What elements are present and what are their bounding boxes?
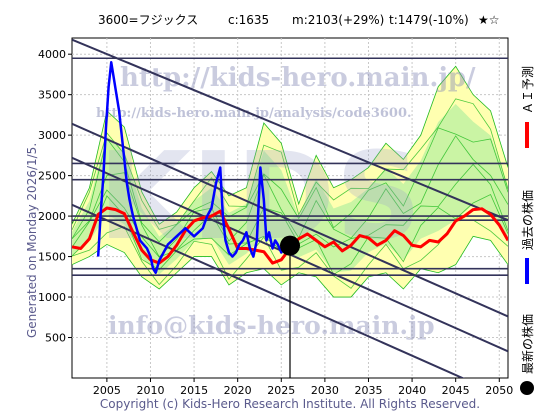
x-tick-label-0: 2005 xyxy=(93,384,121,397)
x-tick-label-7: 2040 xyxy=(398,384,426,397)
plot-area: KIDS http://kids-hero.main.jp/ http://ki… xyxy=(71,37,509,379)
header-rating: ★☆ xyxy=(478,13,500,27)
header-code-name: 3600=フジックス xyxy=(98,13,198,27)
header-current: c:1635 xyxy=(228,13,269,27)
watermark-analysis-url: http://kids-hero.main.jp/analysis/code36… xyxy=(96,106,412,121)
x-tick-label-1: 2010 xyxy=(136,384,164,397)
header-target: t:1479(-10%) xyxy=(389,13,469,27)
series-past-price xyxy=(96,61,291,275)
latest-price-dot xyxy=(280,235,300,256)
band-scenario-4 xyxy=(72,135,508,258)
axes: 2005 2010 2015 2020 2025 2030 2035 2040 2045 2050… xyxy=(38,48,513,397)
y-tick-label-2: 1500 xyxy=(38,251,66,264)
band-scenario-5 xyxy=(72,127,508,243)
header-mean: m:2103(+29%) xyxy=(292,13,384,27)
y-tick-label-7: 4000 xyxy=(38,48,66,61)
y-tick-label-1: 1000 xyxy=(38,291,66,304)
x-tick-label-3: 2020 xyxy=(224,384,252,397)
watermark-url: http://kids-hero.main.jp/ xyxy=(120,63,476,93)
x-tick-label-6: 2035 xyxy=(354,384,382,397)
x-tick-label-4: 2025 xyxy=(267,384,295,397)
y-tick-label-5: 3000 xyxy=(38,129,66,142)
latest-marker xyxy=(280,235,300,378)
legend-swatch-2 xyxy=(520,381,534,395)
trend-channel-lines xyxy=(72,38,508,378)
legend-label-0: ＡＩ予測 xyxy=(521,66,535,114)
channel-line-1 xyxy=(72,122,508,318)
band-scenario-6 xyxy=(72,98,508,231)
channel-line-0 xyxy=(72,38,508,222)
y-tick-label-0: 500 xyxy=(45,332,66,345)
x-tick-label-2: 2015 xyxy=(180,384,208,397)
x-tick-label-8: 2045 xyxy=(442,384,470,397)
y-tick-label-6: 3500 xyxy=(38,89,66,102)
y-tick-label-3: 2000 xyxy=(38,210,66,223)
band-scenario-3 xyxy=(72,163,508,258)
legend-label-1: 過去の株価 xyxy=(520,190,535,250)
watermark-email: info@kids-hero.main.jp xyxy=(108,311,435,340)
legend-label-2: 最新の株価 xyxy=(520,314,535,374)
generated-date-label: Generated on Monday 2026/1/5. xyxy=(25,143,39,338)
copyright-footer: Copyright (c) Kids-Hero Research Institu… xyxy=(100,397,480,411)
y-tick-label-4: 2500 xyxy=(38,170,66,183)
band-upper-edge xyxy=(72,65,508,225)
x-tick-label-5: 2030 xyxy=(311,384,339,397)
x-tick-label-9: 2050 xyxy=(485,384,513,397)
